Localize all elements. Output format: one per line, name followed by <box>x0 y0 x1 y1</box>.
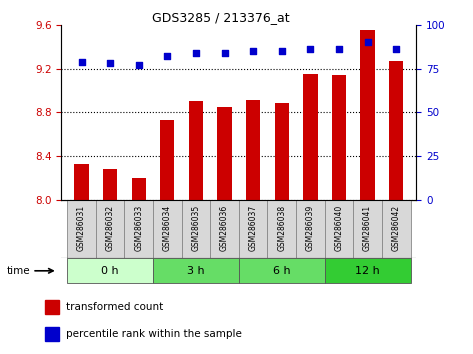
Bar <box>239 200 267 258</box>
Text: GSM286034: GSM286034 <box>163 205 172 251</box>
Text: GSM286036: GSM286036 <box>220 205 229 251</box>
Bar <box>131 178 146 200</box>
Text: GSM286031: GSM286031 <box>77 205 86 251</box>
Text: 0 h: 0 h <box>101 266 119 276</box>
Bar <box>103 169 117 200</box>
Bar <box>153 200 182 258</box>
Bar <box>275 103 289 200</box>
Text: GSM286040: GSM286040 <box>334 205 343 251</box>
Point <box>164 53 171 59</box>
Text: GSM286042: GSM286042 <box>392 205 401 251</box>
Title: GDS3285 / 213376_at: GDS3285 / 213376_at <box>152 11 290 24</box>
Bar <box>45 327 59 341</box>
Bar <box>332 75 346 200</box>
Text: GSM286038: GSM286038 <box>277 205 286 251</box>
Text: 3 h: 3 h <box>187 266 205 276</box>
Point <box>135 62 142 68</box>
Bar <box>160 120 175 200</box>
Point <box>106 61 114 66</box>
Bar <box>153 258 239 283</box>
Point <box>364 40 371 45</box>
Point <box>249 48 257 54</box>
Text: GSM286033: GSM286033 <box>134 205 143 251</box>
Bar <box>124 200 153 258</box>
Bar <box>382 200 411 258</box>
Text: time: time <box>7 266 31 276</box>
Bar <box>189 102 203 200</box>
Bar <box>210 200 239 258</box>
Bar <box>267 200 296 258</box>
Bar <box>324 200 353 258</box>
Text: transformed count: transformed count <box>66 302 164 312</box>
Bar <box>296 200 324 258</box>
Bar <box>67 258 153 283</box>
Bar <box>45 300 59 314</box>
Point <box>192 50 200 56</box>
Bar <box>324 258 411 283</box>
Point <box>278 48 286 54</box>
Bar <box>96 200 124 258</box>
Text: 12 h: 12 h <box>355 266 380 276</box>
Bar <box>182 200 210 258</box>
Bar <box>239 258 324 283</box>
Point <box>393 46 400 52</box>
Bar <box>360 30 375 200</box>
Text: 6 h: 6 h <box>273 266 290 276</box>
Point <box>335 46 343 52</box>
Text: percentile rank within the sample: percentile rank within the sample <box>66 329 242 339</box>
Bar <box>67 200 96 258</box>
Bar <box>74 164 88 200</box>
Text: GSM286032: GSM286032 <box>105 205 114 251</box>
Point <box>221 50 228 56</box>
Bar <box>389 61 403 200</box>
Text: GSM286039: GSM286039 <box>306 205 315 251</box>
Point <box>78 59 85 64</box>
Bar <box>353 200 382 258</box>
Text: GSM286035: GSM286035 <box>192 205 201 251</box>
Text: GSM286041: GSM286041 <box>363 205 372 251</box>
Text: GSM286037: GSM286037 <box>249 205 258 251</box>
Bar <box>303 74 317 200</box>
Bar <box>218 107 232 200</box>
Point <box>307 46 314 52</box>
Bar <box>246 100 260 200</box>
